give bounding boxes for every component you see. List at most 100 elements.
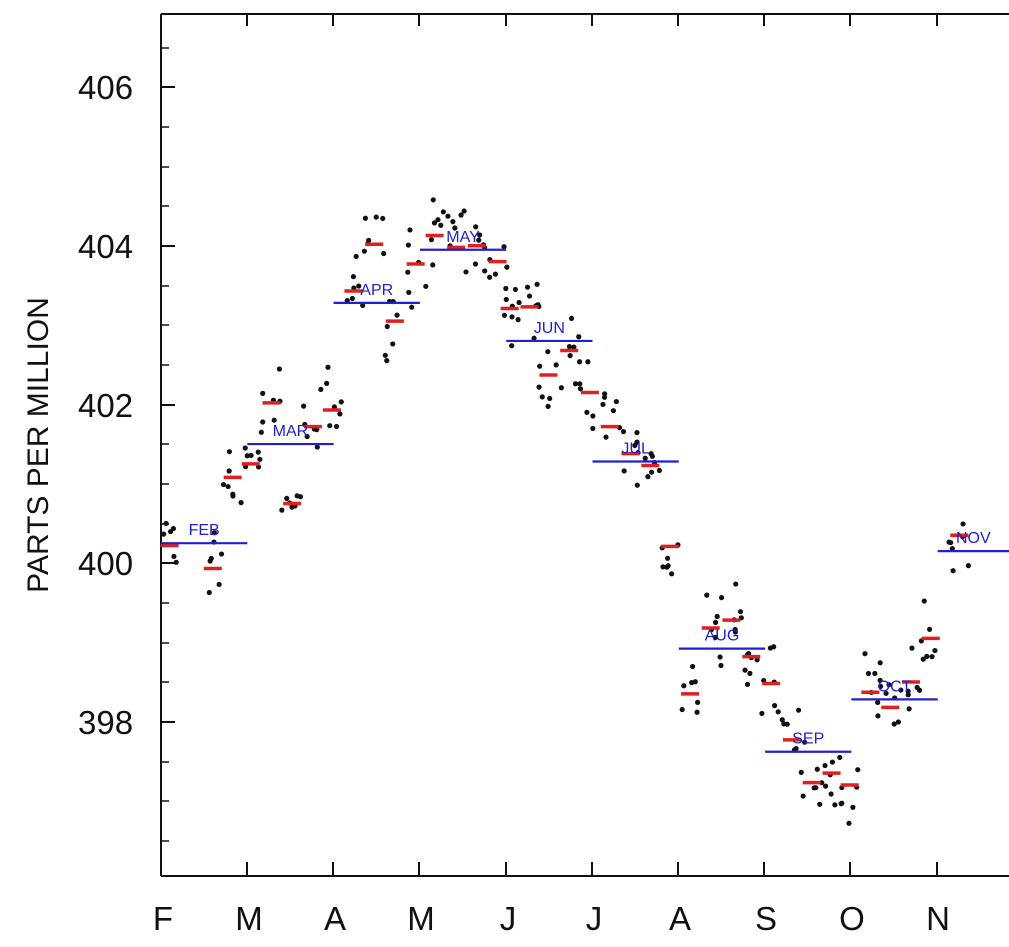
daily-point <box>314 444 320 450</box>
daily-point <box>733 581 739 587</box>
daily-point <box>832 802 838 808</box>
daily-point <box>301 403 307 409</box>
daily-point <box>324 380 330 386</box>
monthly-mean-label: MAR <box>273 423 309 440</box>
daily-point <box>225 483 231 490</box>
x-tick-label-sep: S <box>755 900 777 937</box>
daily-point <box>356 283 362 289</box>
daily-point <box>732 626 738 633</box>
daily-point <box>718 595 725 601</box>
daily-point <box>170 525 177 532</box>
daily-point <box>886 682 892 688</box>
daily-point <box>440 209 446 215</box>
daily-point <box>669 571 675 577</box>
daily-point <box>482 268 488 274</box>
daily-point <box>477 232 483 238</box>
daily-point <box>384 323 390 330</box>
daily-point <box>585 359 591 365</box>
daily-point <box>846 820 852 826</box>
daily-point <box>435 217 441 223</box>
daily-point <box>877 677 883 683</box>
daily-point <box>353 253 359 260</box>
daily-point <box>492 271 499 277</box>
daily-point <box>634 439 640 445</box>
daily-point <box>649 453 655 459</box>
daily-point <box>362 215 368 221</box>
daily-point <box>206 589 212 596</box>
daily-point <box>634 482 640 488</box>
daily-point <box>737 609 744 615</box>
daily-point <box>793 745 799 752</box>
daily-point <box>576 334 582 340</box>
daily-point <box>590 425 596 431</box>
y-tick-label-398: 398 <box>78 704 133 741</box>
daily-point <box>350 274 356 280</box>
daily-point <box>695 699 701 705</box>
daily-point <box>837 754 843 761</box>
daily-point <box>602 391 608 397</box>
daily-point <box>665 563 671 569</box>
x-tick-label-apr: A <box>324 900 346 937</box>
daily-point <box>795 707 802 713</box>
daily-point <box>226 449 233 455</box>
daily-point <box>865 670 872 677</box>
daily-point <box>366 237 372 243</box>
daily-point <box>875 699 881 706</box>
daily-point <box>577 386 584 392</box>
daily-point <box>238 500 244 506</box>
daily-point <box>694 709 700 715</box>
monthly-mean-label: APR <box>360 282 393 299</box>
monthly-mean-label: JUL <box>621 440 650 457</box>
daily-point <box>501 312 508 318</box>
daily-point <box>898 687 904 693</box>
daily-point <box>779 717 785 723</box>
daily-point <box>430 262 436 268</box>
daily-point <box>242 445 248 451</box>
daily-point <box>679 706 685 713</box>
daily-point <box>431 220 438 226</box>
daily-point <box>855 767 861 773</box>
daily-point <box>394 312 400 318</box>
daily-point <box>255 449 261 455</box>
daily-point <box>373 214 379 220</box>
daily-point <box>531 335 537 341</box>
daily-point <box>621 468 627 474</box>
daily-point <box>537 363 543 369</box>
plot-frame <box>160 13 1009 877</box>
daily-point <box>798 769 804 775</box>
daily-point <box>430 197 436 203</box>
x-tick-label-aug: A <box>669 900 691 937</box>
daily-point <box>905 692 911 698</box>
daily-point <box>405 269 411 275</box>
daily-point <box>333 423 340 430</box>
daily-point <box>572 381 579 387</box>
x-tick-label-nov: N <box>926 900 950 937</box>
daily-point <box>349 295 355 302</box>
daily-point <box>218 551 225 557</box>
daily-point <box>526 293 533 299</box>
daily-point <box>382 352 388 358</box>
daily-point <box>839 800 845 806</box>
daily-point <box>634 430 640 436</box>
daily-point <box>754 657 760 663</box>
daily-point <box>509 314 515 320</box>
daily-point <box>545 349 551 355</box>
daily-point <box>509 343 515 349</box>
daily-point <box>452 225 458 231</box>
daily-point <box>771 703 778 709</box>
daily-point <box>914 684 920 691</box>
daily-point <box>381 250 387 257</box>
daily-point <box>656 467 662 474</box>
daily-point <box>438 222 444 228</box>
daily-point <box>921 598 927 604</box>
daily-point <box>642 455 648 461</box>
daily-point <box>271 417 277 423</box>
daily-point <box>620 428 627 435</box>
daily-point <box>380 215 386 222</box>
daily-point <box>660 564 666 570</box>
daily-point <box>318 386 324 392</box>
daily-point <box>610 408 617 414</box>
daily-point <box>932 647 938 654</box>
daily-point <box>473 224 479 230</box>
monthly-mean-label: NOV <box>956 530 991 547</box>
